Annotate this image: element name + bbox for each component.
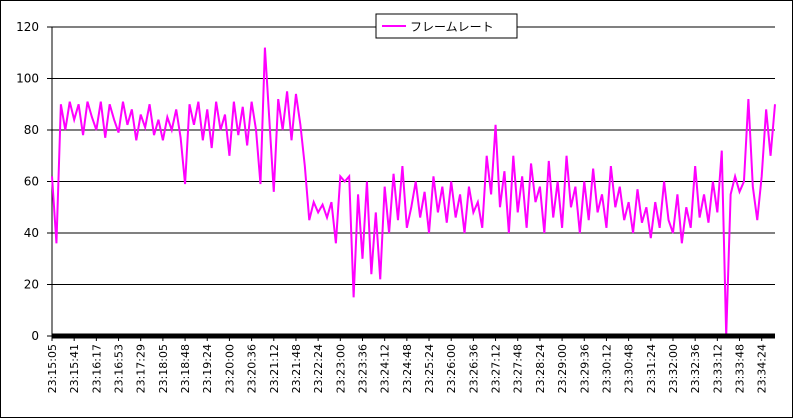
y-tick-label: 120 — [16, 20, 39, 34]
x-tick-label: 23:31:24 — [645, 344, 658, 393]
y-tick-label: 80 — [24, 123, 39, 137]
plot-area: 0 20 40 60 80 100 120 23:15:05 23:15:41 23:16:17 2… — [16, 20, 776, 393]
x-tick-label: 23:26:36 — [467, 344, 480, 393]
x-tick-label: 23:30:48 — [623, 344, 636, 393]
x-tick-label: 23:22:24 — [312, 344, 325, 393]
x-tick-label: 23:27:12 — [490, 344, 503, 393]
x-tick-label: 23:19:24 — [201, 344, 214, 393]
x-tick-label: 23:16:53 — [113, 344, 126, 393]
x-tick-label: 23:20:36 — [246, 344, 259, 393]
x-tick-label: 23:20:00 — [223, 344, 236, 393]
x-tick-label: 23:30:12 — [600, 344, 613, 393]
x-tick-label: 23:34:24 — [756, 344, 769, 393]
x-tick-label: 23:21:48 — [290, 344, 303, 393]
x-tick-label: 23:32:00 — [667, 344, 680, 393]
x-tick-label: 23:27:48 — [512, 344, 525, 393]
x-tick-label: 23:15:05 — [46, 344, 59, 393]
data-line — [51, 47, 776, 337]
x-tick-label: 23:15:41 — [68, 344, 81, 393]
x-tick-label: 23:26:00 — [445, 344, 458, 393]
x-tick-label: 23:16:17 — [90, 344, 103, 393]
x-tick-label: 23:21:12 — [268, 344, 281, 393]
legend: フレームレート — [375, 13, 518, 39]
y-tick-label: 100 — [16, 72, 39, 86]
x-tick-label: 23:18:05 — [157, 344, 170, 393]
y-tick-label: 0 — [31, 329, 39, 343]
y-tick-label: 60 — [24, 175, 39, 189]
x-tick-label: 23:29:00 — [556, 344, 569, 393]
x-tick-label: 23:32:36 — [689, 344, 702, 393]
x-tick-label: 23:33:12 — [711, 344, 724, 393]
x-tick-label: 23:23:36 — [356, 344, 369, 393]
x-tick-label: 23:29:36 — [578, 344, 591, 393]
x-tick-label: 23:17:29 — [135, 344, 148, 393]
x-tick-label: 23:28:24 — [534, 344, 547, 393]
legend-label: フレームレート — [410, 20, 494, 34]
x-tick-label: 23:18:48 — [179, 344, 192, 393]
x-tick-label: 23:23:00 — [334, 344, 347, 393]
y-tick-label: 20 — [24, 278, 39, 292]
x-tick-label: 23:24:12 — [379, 344, 392, 393]
y-tick-label: 40 — [24, 226, 39, 240]
x-tick-label: 23:33:48 — [734, 344, 747, 393]
x-tick-label: 23:25:24 — [423, 344, 436, 393]
x-tick-label: 23:24:48 — [401, 344, 414, 393]
